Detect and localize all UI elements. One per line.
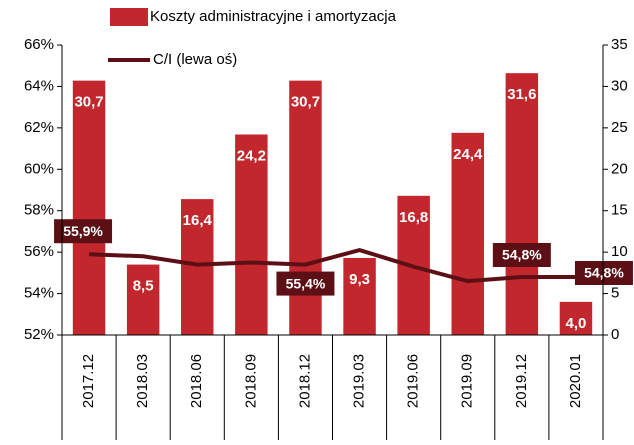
- bar: [235, 134, 268, 335]
- x-tick-label: 2019.12: [513, 354, 530, 408]
- y2-tick-label: 35: [611, 36, 628, 53]
- x-tick-label: 2017.12: [80, 354, 97, 408]
- y-tick-label: 62%: [24, 119, 54, 136]
- bar: [559, 301, 593, 335]
- bar-label: 30,7: [291, 94, 320, 111]
- y2-tick-label: 20: [611, 160, 628, 177]
- bar-label: 31,6: [507, 86, 536, 103]
- y-tick-label: 56%: [24, 243, 54, 260]
- legend-label: C/I (lewa oś): [153, 51, 237, 68]
- y2-tick-label: 15: [611, 202, 628, 219]
- bar: [451, 132, 484, 335]
- y-tick-label: 58%: [24, 202, 54, 219]
- bar-label: 16,4: [183, 212, 213, 229]
- line-label: 55,9%: [63, 223, 103, 239]
- legend-label: Koszty administracyjne i amortyzacja: [150, 8, 397, 25]
- bar-label: 16,8: [399, 209, 428, 226]
- x-tick-label: 2019.09: [459, 354, 476, 408]
- bar-label: 8,5: [133, 278, 154, 295]
- y-tick-label: 52%: [24, 326, 54, 343]
- line-label: 54,8%: [584, 265, 624, 281]
- x-tick-label: 2018.12: [296, 354, 313, 408]
- x-tick-label: 2018.09: [242, 354, 259, 408]
- bar: [343, 257, 376, 335]
- line-label-box: [574, 261, 633, 285]
- bar-label: 24,2: [237, 147, 266, 164]
- y-tick-label: 54%: [24, 285, 54, 302]
- y-tick-label: 64%: [24, 77, 54, 94]
- bar: [72, 80, 106, 335]
- bar: [126, 264, 160, 335]
- y2-tick-label: 0: [611, 326, 619, 343]
- line-label-box: [54, 219, 113, 244]
- legend-swatch: [110, 8, 148, 26]
- bar: [289, 80, 322, 335]
- y2-tick-label: 10: [611, 243, 628, 260]
- bar-label: 24,4: [453, 146, 483, 163]
- line: [88, 247, 576, 284]
- line-label: 55,4%: [286, 275, 326, 291]
- bar-label: 9,3: [349, 271, 370, 288]
- x-tick-label: 2020.01: [567, 354, 584, 408]
- y-tick-label: 66%: [24, 36, 54, 53]
- x-tick-label: 2019.06: [405, 354, 422, 408]
- bar: [181, 199, 214, 335]
- bar-label: 30,7: [74, 94, 103, 111]
- x-tick-label: 2018.06: [188, 354, 205, 408]
- y2-tick-label: 30: [611, 77, 628, 94]
- y2-tick-label: 25: [611, 119, 628, 136]
- bar: [505, 73, 539, 336]
- line-label-box: [276, 271, 335, 296]
- y-tick-label: 60%: [24, 160, 54, 177]
- line-label-box: [492, 243, 551, 267]
- y2-tick-label: 5: [611, 285, 619, 302]
- bar-label: 4,0: [566, 315, 587, 332]
- x-tick-label: 2019.03: [351, 354, 368, 408]
- x-tick-label: 2018.03: [134, 354, 151, 408]
- line-label: 54,8%: [502, 247, 542, 263]
